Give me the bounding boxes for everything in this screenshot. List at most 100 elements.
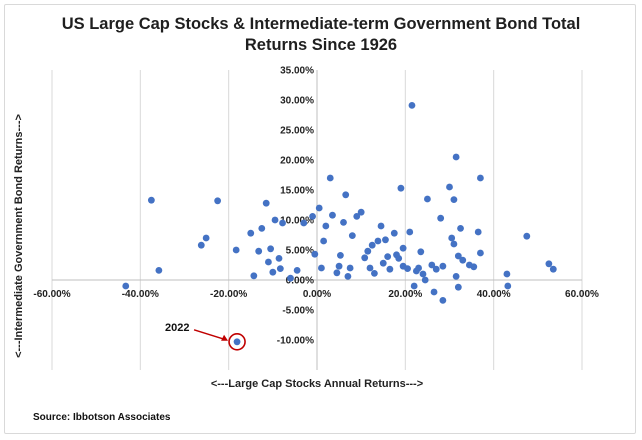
annotation-arrowhead (221, 334, 229, 341)
data-point (523, 232, 531, 240)
data-point (549, 265, 557, 273)
data-point (300, 219, 308, 227)
data-point (276, 265, 284, 272)
data-point (348, 232, 356, 240)
x-tick-label: 60.00% (565, 289, 599, 300)
data-point (386, 265, 394, 273)
data-point (450, 196, 458, 204)
source-note: Source: Ibbotson Associates (33, 412, 171, 423)
data-point (446, 183, 453, 191)
data-point (421, 276, 429, 284)
data-point (432, 265, 440, 273)
data-point (309, 213, 316, 220)
x-tick-label: -60.00% (33, 289, 70, 300)
annotation-label: 2022 (165, 322, 189, 334)
data-point (342, 191, 350, 199)
data-point (267, 245, 275, 253)
data-point (474, 228, 482, 236)
data-point (326, 174, 334, 182)
data-point (311, 250, 319, 258)
data-point (322, 222, 330, 230)
data-point (366, 264, 374, 272)
y-axis-title: <---Intermediate Government Bond Returns… (13, 114, 25, 358)
data-point (503, 270, 511, 278)
data-point (155, 267, 163, 274)
data-point (371, 270, 378, 277)
y-tick-label: 10.00% (280, 216, 314, 227)
data-point (337, 252, 344, 259)
y-tick-label: 35.00% (280, 66, 314, 77)
data-point (346, 264, 354, 272)
data-point (269, 268, 277, 276)
data-point (439, 262, 447, 270)
data-point (279, 219, 286, 227)
data-point (232, 246, 240, 254)
y-tick-label: 15.00% (280, 186, 314, 197)
chart-title-line-1: US Large Cap Stocks & Intermediate-term … (61, 15, 581, 33)
data-point (437, 214, 445, 222)
x-tick-label: 20.00% (388, 289, 422, 300)
data-point (374, 237, 382, 245)
data-point (450, 240, 458, 248)
data-point (265, 258, 272, 266)
data-point (361, 254, 369, 262)
data-point (333, 269, 341, 277)
y-tick-label: -10.00% (277, 336, 314, 347)
annotation-arrow (193, 329, 227, 341)
x-tick-label: 0.00% (303, 289, 331, 300)
data-point (390, 229, 398, 237)
data-point (287, 274, 294, 282)
data-point (340, 219, 347, 226)
data-point (504, 282, 512, 290)
data-point (439, 297, 447, 304)
data-point (214, 197, 222, 205)
data-point (408, 102, 416, 109)
data-point (430, 288, 438, 296)
data-point (344, 273, 352, 280)
data-point (452, 273, 460, 280)
data-point (197, 241, 205, 249)
data-point (415, 264, 422, 272)
chart-frame (4, 4, 636, 434)
data-point (377, 222, 385, 230)
data-point (247, 229, 255, 237)
data-point (452, 153, 460, 161)
data-point (419, 270, 427, 278)
data-point (329, 211, 336, 219)
y-tick-label: 20.00% (280, 156, 314, 167)
chart-title-line-2: Returns Since 1926 (244, 36, 398, 54)
data-point (353, 213, 361, 220)
data-point (271, 216, 279, 224)
data-point (454, 283, 462, 291)
data-point (233, 338, 241, 346)
data-point (454, 252, 462, 260)
x-tick-labels: -60.00% -40.00% -20.00% 0.00% 20.00% 40.00% 60… (33, 289, 599, 300)
chart-title: US Large Cap Stocks & Intermediate-term … (0, 14, 642, 56)
data-point (368, 241, 376, 249)
data-point (379, 259, 387, 267)
highlight-circle (228, 332, 246, 351)
y-tick-label: 25.00% (280, 126, 314, 137)
data-point (395, 255, 403, 262)
data-point (357, 208, 365, 216)
x-axis-title: <---Large Cap Stocks Annual Returns---> (211, 378, 423, 390)
data-point (147, 196, 155, 204)
data-point (477, 249, 484, 257)
data-point (459, 256, 467, 264)
data-point (384, 253, 392, 260)
data-point (293, 267, 301, 274)
data-point (382, 236, 389, 244)
data-point (417, 248, 425, 256)
data-point (122, 282, 130, 290)
data-point (448, 234, 456, 242)
data-point (364, 247, 372, 255)
data-point (406, 228, 414, 236)
data-point (545, 260, 553, 268)
data-point (202, 234, 210, 242)
data-points (122, 102, 557, 346)
data-point (250, 272, 258, 280)
axes (52, 70, 582, 370)
y-tick-label: 30.00% (280, 96, 314, 107)
x-tick-label: -20.00% (210, 289, 247, 300)
